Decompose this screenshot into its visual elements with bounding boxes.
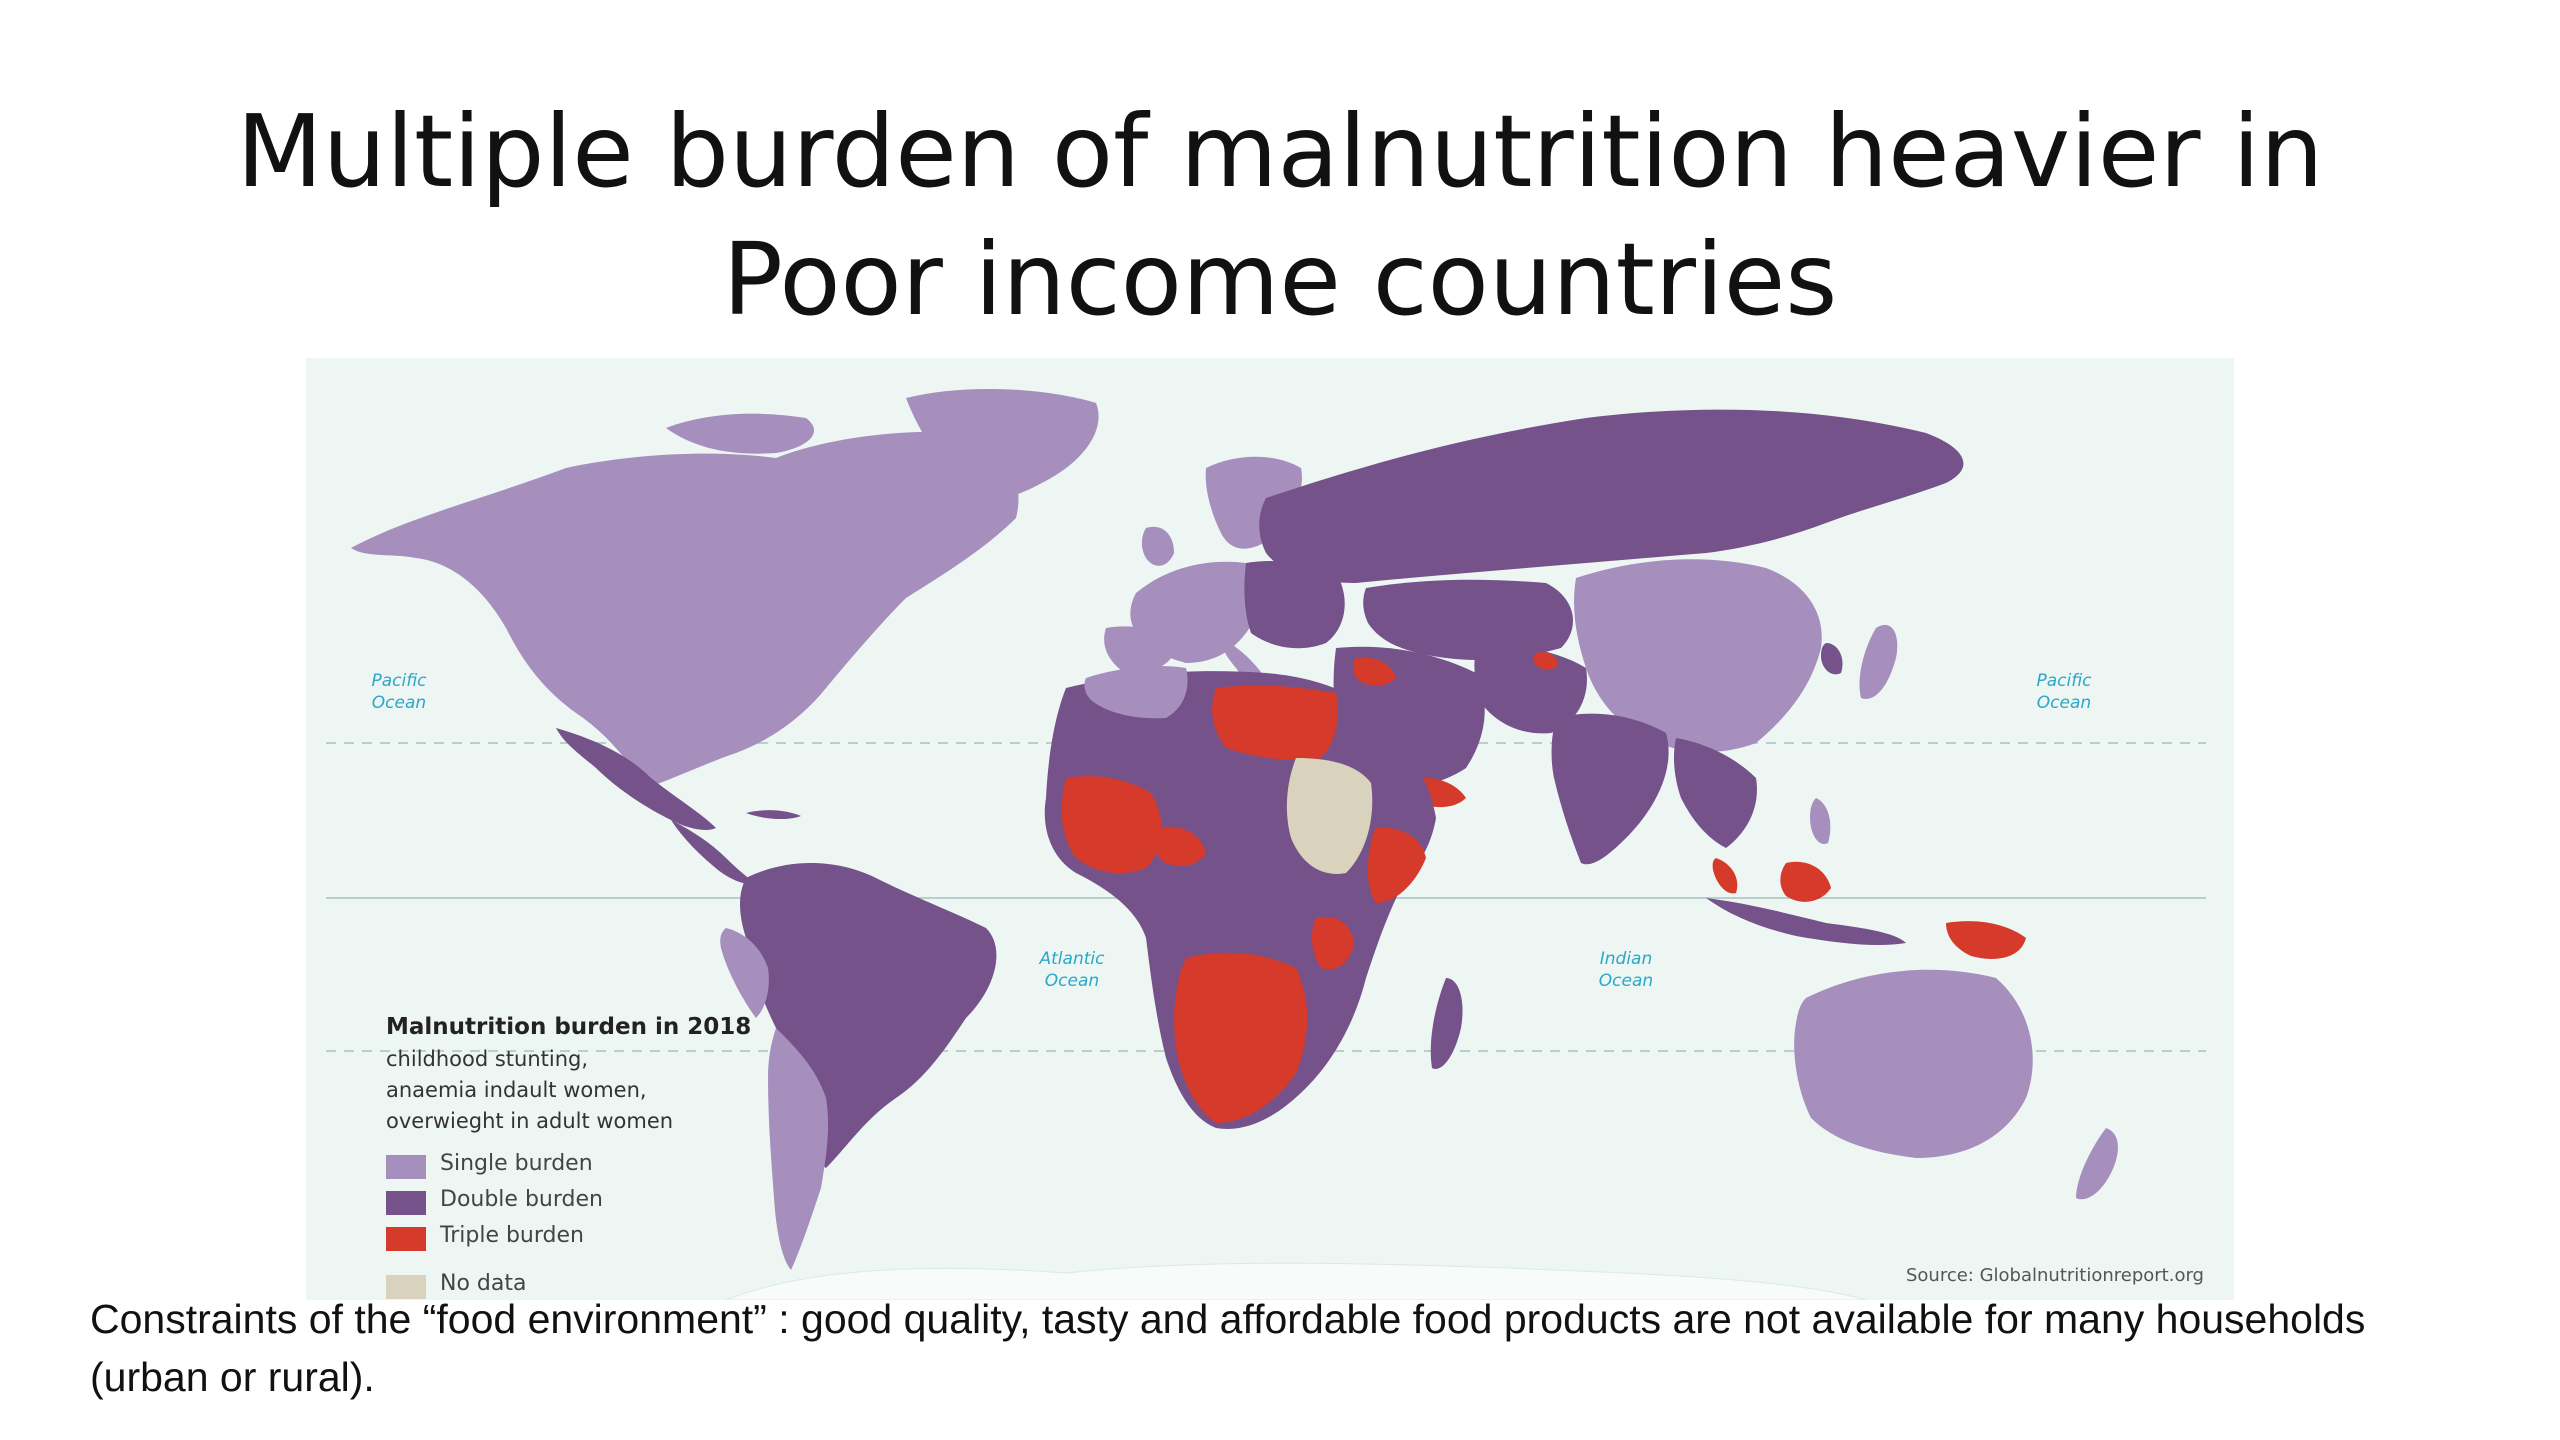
legend-label: Triple burden [440,1223,584,1248]
region-central-america [671,820,754,884]
region-new-zealand [2076,1128,2118,1200]
region-levant [1353,657,1396,686]
ocean-label-line: Ocean [2036,693,2092,713]
slide-caption: Constraints of the “food environment” : … [90,1296,2366,1400]
legend-swatch-no-data [386,1275,426,1299]
region-libya-egypt [1212,685,1338,760]
map-legend: Malnutrition burden in 2018 childhood st… [386,1014,806,1300]
region-uk [1141,526,1174,566]
ocean-label-line: Ocean [371,693,427,713]
region-maghreb [1084,666,1188,719]
region-australia [1794,969,2033,1158]
ocean-label-atlantic: Atlantic Ocean [1012,948,1132,992]
legend-swatch-triple [386,1227,426,1251]
region-peru [720,928,769,1018]
region-caribbean [746,810,801,820]
ocean-label-pacific-right: Pacific Ocean [2004,670,2124,714]
region-malaysia [1712,858,1738,894]
region-borneo [1780,861,1831,902]
slide-title-line-2: Poor income countries [722,221,1838,338]
ocean-label-line: Ocean [1044,971,1100,991]
region-indonesia [1706,898,1906,946]
legend-item-double-burden: Double burden [386,1183,806,1219]
region-korea [1821,643,1843,675]
region-north-america [351,431,1019,788]
region-nigeria [1154,826,1206,867]
region-japan [1859,624,1898,699]
region-papua-new-guinea [1946,921,2026,959]
region-iran [1474,646,1587,734]
legend-item-no-data: No data [386,1267,806,1300]
ocean-label-line: Pacific [371,671,427,691]
region-mexico [556,728,716,831]
region-philippines [1810,798,1831,844]
region-india [1551,713,1669,865]
region-east-africa [1311,916,1354,970]
ocean-label-line: Ocean [1598,971,1654,991]
region-china [1574,559,1822,753]
legend-title: Malnutrition burden in 2018 [386,1014,752,1040]
region-madagascar [1430,978,1463,1069]
antarctica [725,1262,1867,1300]
slide-title: Multiple burden of malnutrition heavier … [0,88,2560,344]
legend-subtitle-line: anaemia indault women, [386,1078,647,1102]
region-southeast-asia [1673,738,1757,848]
legend-label: No data [440,1271,527,1296]
legend-subtitle-line: overwieght in adult women [386,1109,674,1133]
region-west-africa [1061,776,1162,874]
legend-label: Single burden [440,1151,593,1176]
region-central-asia [1363,579,1573,660]
ocean-label-line: Indian [1599,949,1653,969]
region-horn-of-africa [1367,827,1426,903]
legend-item-triple-burden: Triple burden [386,1219,806,1255]
legend-item-single-burden: Single burden [386,1147,806,1183]
region-south-america [740,863,997,1168]
region-russia [1259,409,1964,583]
slide-title-line-1: Multiple burden of malnutrition heavier … [236,93,2324,210]
ocean-label-pacific-left: Pacific Ocean [339,670,459,714]
region-tajikistan [1533,652,1558,670]
legend-label: Double burden [440,1187,603,1212]
world-map-svg [326,388,2206,1300]
map-source: Source: Globalnutritionreport.org [1905,1265,2204,1286]
legend-swatch-single [386,1155,426,1179]
region-southern-africa [1174,952,1308,1123]
ocean-label-indian: Indian Ocean [1566,948,1686,992]
legend-subtitle-line: childhood stunting, [386,1047,589,1071]
ocean-label-line: Pacific [2036,671,2092,691]
region-sudan [1286,758,1373,874]
region-arctic-islands [666,413,815,454]
region-eastern-europe [1244,561,1345,649]
world-map: Pacific Ocean Pacific Ocean Atlantic Oce… [306,358,2234,1300]
legend-swatch-double [386,1191,426,1215]
region-greenland [906,388,1099,501]
ocean-label-line: Atlantic [1039,949,1105,969]
region-iberia [1104,626,1176,672]
region-southern-cone [768,1028,829,1270]
